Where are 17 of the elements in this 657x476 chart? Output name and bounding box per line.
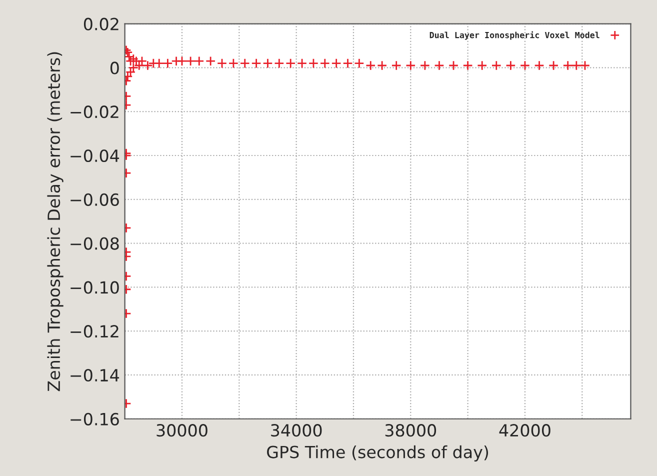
y-tick-label: −0.16 bbox=[70, 412, 119, 426]
y-tick-label: −0.08 bbox=[70, 237, 119, 250]
y-tick-label: −0.06 bbox=[70, 193, 119, 206]
y-tick-label: −0.02 bbox=[70, 106, 118, 118]
x-axis-title: GPS Time (seconds of day) bbox=[267, 445, 488, 462]
legend-label: Dual Layer Ionospheric Voxel Model bbox=[430, 31, 600, 40]
y-tick-label: −0.04 bbox=[70, 149, 120, 162]
y-tick-label: 0 bbox=[110, 62, 119, 74]
y-tick-label: −0.14 bbox=[70, 368, 120, 382]
y-axis-title: Zenith Tropospheric Delay error (meters) bbox=[47, 52, 64, 392]
x-tick-label: 42000 bbox=[499, 424, 550, 437]
y-tick-label: −0.10 bbox=[70, 281, 119, 294]
x-tick-label: 30000 bbox=[156, 424, 208, 437]
x-tick-label: 38000 bbox=[385, 424, 436, 437]
y-tick-label: −0.12 bbox=[70, 325, 118, 338]
x-tick-label: 34000 bbox=[271, 424, 322, 437]
y-tick-label: 0.02 bbox=[84, 18, 118, 30]
